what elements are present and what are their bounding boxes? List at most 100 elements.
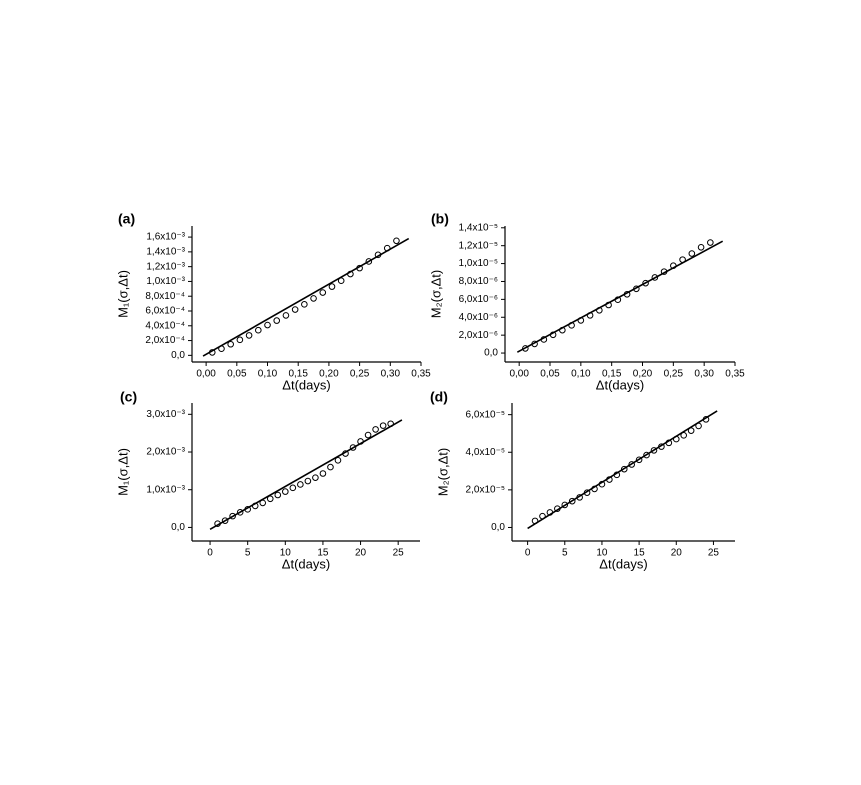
x-tick-label: 0,25 [664, 369, 684, 380]
x-tick-label: 0 [525, 548, 531, 559]
y-axis-label: M₂(σ,Δt) [435, 448, 450, 496]
data-point [227, 340, 234, 348]
panel-label: (a) [118, 211, 135, 227]
x-tick-label: 0,20 [319, 369, 339, 380]
x-tick-label: 0,05 [227, 369, 247, 380]
data-point [264, 321, 271, 329]
data-point [650, 447, 658, 454]
y-tick-label: 8,0x10⁻⁴ [145, 291, 185, 302]
y-tick-label: 6,0x10⁻⁵ [466, 409, 505, 420]
y-axis-label: M₁(σ,Δt) [115, 270, 130, 318]
data-point [328, 283, 336, 290]
data-point [291, 306, 299, 313]
fit-line [202, 237, 410, 357]
y-tick-label: 8,0x10⁻⁶ [459, 276, 498, 287]
data-point [620, 465, 628, 473]
x-tick-label: 15 [317, 548, 329, 559]
data-point [266, 495, 274, 503]
data-point [319, 470, 327, 477]
x-tick-label: 0,20 [633, 369, 653, 380]
y-tick-label: 0,0 [484, 348, 498, 359]
x-tick-label: 5 [245, 548, 251, 559]
y-tick-label: 1,2x10⁻⁵ [459, 240, 498, 251]
data-point [651, 274, 659, 281]
x-tick-label: 0,35 [411, 369, 431, 380]
data-point [255, 326, 262, 334]
x-tick-label: 0,15 [602, 369, 622, 380]
y-tick-label: 4,0x10⁻⁴ [145, 320, 185, 331]
y-tick-label: 4,0x10⁻⁵ [466, 447, 505, 458]
data-point [561, 501, 569, 509]
data-point [349, 444, 357, 451]
data-point [334, 457, 342, 464]
data-point [365, 258, 373, 265]
data-point [297, 481, 304, 488]
x-tick-label: 0,10 [571, 369, 591, 380]
y-tick-label: 0,0 [171, 522, 185, 533]
data-point [568, 497, 576, 505]
fit-line [516, 240, 724, 353]
data-point [372, 426, 379, 433]
x-tick-label: 0,30 [381, 369, 401, 380]
x-tick-label: 0,10 [258, 369, 278, 380]
x-tick-label: 15 [634, 548, 646, 559]
data-point [289, 484, 297, 492]
x-tick-label: 10 [596, 548, 608, 559]
fit-line [209, 419, 403, 531]
data-point [522, 345, 529, 352]
y-axis-label: M₂(σ,Δt) [428, 270, 443, 318]
y-tick-label: 1,2x10⁻³ [146, 261, 185, 272]
data-point [304, 477, 312, 485]
y-tick-label: 1,4x10⁻³ [146, 247, 185, 258]
panel-label: (b) [431, 211, 449, 227]
data-point [364, 431, 372, 439]
data-point [379, 422, 387, 429]
y-tick-label: 1,0x10⁻³ [146, 276, 185, 287]
panel-label: (d) [430, 389, 448, 405]
x-axis-label: Δt(days) [599, 556, 647, 571]
data-point [628, 461, 635, 468]
panel-label: (c) [120, 389, 137, 405]
y-axis-label: M₁(σ,Δt) [115, 448, 130, 496]
data-point [274, 491, 282, 499]
data-point [236, 336, 244, 344]
y-tick-label: 1,4x10⁻⁵ [459, 222, 498, 233]
x-tick-label: 0,05 [540, 369, 560, 380]
y-tick-label: 2,0x10⁻⁶ [459, 330, 498, 341]
y-tick-label: 3,0x10⁻³ [146, 409, 185, 420]
x-axis-label: Δt(days) [282, 377, 330, 392]
x-tick-label: 0,00 [196, 369, 216, 380]
x-tick-label: 10 [280, 548, 292, 559]
data-point [642, 279, 649, 287]
x-tick-label: 25 [393, 548, 405, 559]
data-point [310, 295, 317, 302]
x-tick-label: 25 [708, 548, 720, 559]
data-point [643, 451, 650, 459]
y-tick-label: 1,0x10⁻⁵ [459, 258, 498, 269]
data-point [282, 312, 290, 319]
y-tick-label: 1,0x10⁻³ [146, 484, 185, 495]
y-tick-label: 6,0x10⁻⁶ [459, 294, 498, 305]
data-point [301, 301, 308, 308]
x-axis-label: Δt(days) [596, 377, 644, 392]
x-tick-label: 20 [355, 548, 367, 559]
data-point [697, 243, 705, 251]
data-point [245, 332, 253, 339]
x-tick-label: 20 [671, 548, 683, 559]
data-point [221, 517, 229, 524]
x-tick-label: 0,25 [350, 369, 370, 380]
x-tick-label: 5 [562, 548, 568, 559]
fit-line [527, 410, 718, 530]
x-tick-label: 0 [207, 548, 213, 559]
x-tick-label: 0,35 [725, 369, 745, 380]
x-tick-label: 0,15 [288, 369, 308, 380]
y-tick-label: 1,6x10⁻³ [146, 232, 185, 243]
x-tick-label: 0,30 [694, 369, 714, 380]
y-tick-label: 0,0 [491, 522, 505, 533]
data-point [236, 509, 244, 516]
data-point [273, 317, 281, 324]
data-point [312, 474, 319, 481]
data-point [393, 237, 400, 245]
data-point [707, 239, 714, 246]
